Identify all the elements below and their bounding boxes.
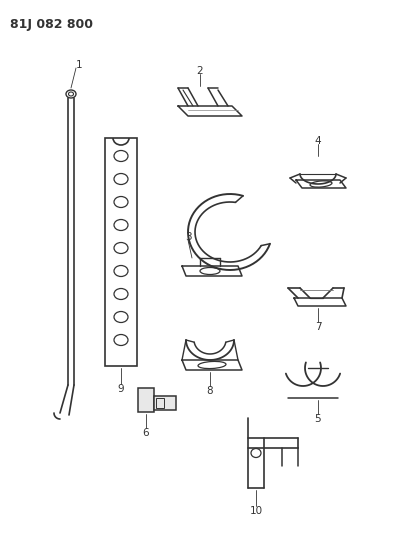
Text: 81J 082 800: 81J 082 800 [10,18,93,31]
Bar [156,398,164,408]
Text: 5: 5 [315,414,321,424]
Text: 3: 3 [185,232,191,242]
Text: 6: 6 [143,428,149,438]
Text: 10: 10 [249,506,263,516]
Text: 4: 4 [315,136,321,146]
Text: 8: 8 [207,386,213,396]
Text: 1: 1 [76,60,82,70]
Bar [105,138,137,366]
Bar [138,388,154,412]
Text: 2: 2 [197,66,203,76]
Bar [154,396,176,410]
Text: 9: 9 [118,384,124,394]
Text: 7: 7 [315,322,321,332]
